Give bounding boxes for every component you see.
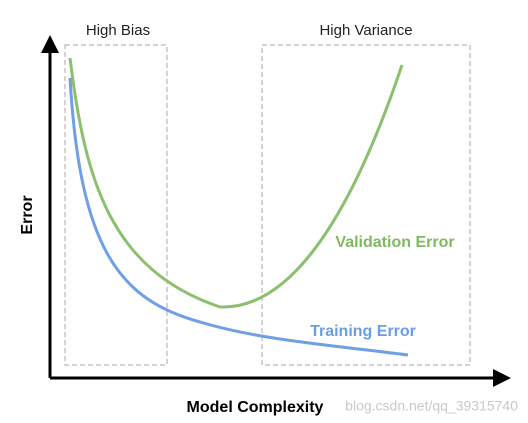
curve-label: Validation Error <box>335 234 454 251</box>
training-curve <box>68 77 409 357</box>
high-variance-region <box>261 44 471 366</box>
x-axis-label: Model Complexity <box>187 399 324 416</box>
watermark: blog.csdn.net/qq_39315740 <box>345 398 518 414</box>
curve-label: Training Error <box>310 323 416 340</box>
region-label: High Bias <box>86 22 150 39</box>
region-label: High Variance <box>319 22 412 39</box>
high-bias-region <box>64 44 168 366</box>
y-axis-label: Error <box>19 195 36 234</box>
validation-curve <box>68 57 404 309</box>
